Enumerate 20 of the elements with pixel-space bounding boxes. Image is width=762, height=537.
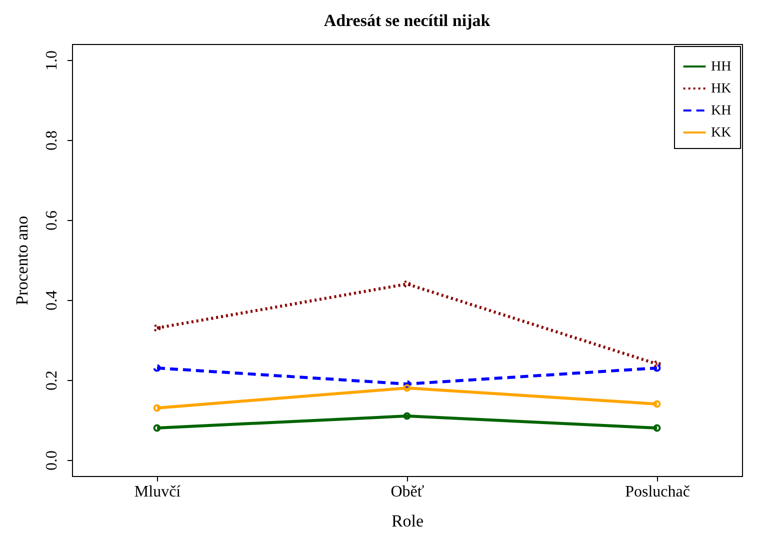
- point: [403, 384, 411, 392]
- legend-label: HH: [711, 60, 732, 74]
- legend-label: KK: [711, 126, 732, 140]
- point: [403, 380, 411, 388]
- x-tick-label: Posluchač: [625, 484, 690, 500]
- x-axis-title: Role: [391, 512, 424, 530]
- y-tick-label: 1.0: [44, 50, 60, 70]
- x-tick-label: Mluvčí: [134, 484, 182, 500]
- chart-title: Adresát se necítil nijak: [324, 11, 491, 30]
- x-tick-label: Oběť: [390, 484, 424, 500]
- y-tick-label: 0.0: [44, 450, 60, 470]
- legend-label: HK: [711, 82, 732, 96]
- y-axis-title: Procento ano: [12, 216, 32, 306]
- point: [403, 280, 411, 288]
- y-tick-label: 0.2: [44, 370, 60, 390]
- legend-label: KH: [711, 104, 732, 118]
- point: [403, 412, 411, 420]
- y-tick-label: 0.6: [44, 210, 60, 230]
- y-tick-label: 0.8: [44, 130, 60, 150]
- y-tick-label: 0.4: [44, 290, 60, 310]
